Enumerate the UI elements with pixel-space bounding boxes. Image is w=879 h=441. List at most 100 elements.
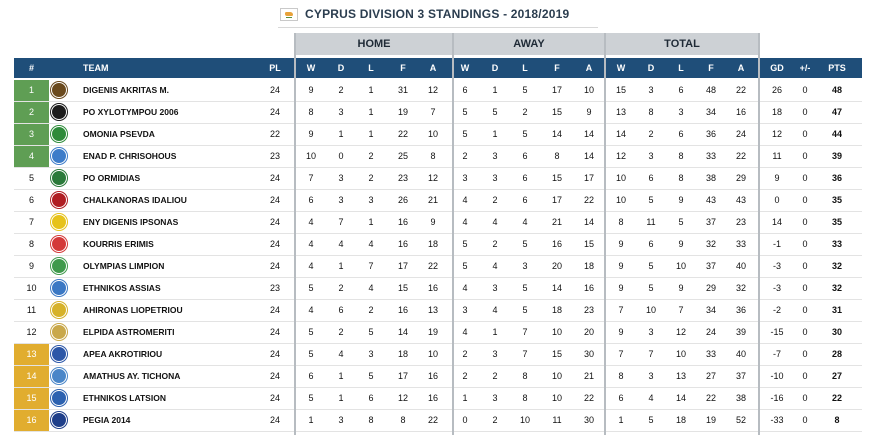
cell-away-losses: 3 <box>522 261 528 271</box>
cell-home-against: 10 <box>427 129 438 139</box>
table-row[interactable]: 4 ENAD P. CHRISOHOUS 23 10 0 2 25 8 2 3 6 8 14 12 3 8 33… <box>14 146 862 168</box>
header-home-draws: D <box>337 63 345 73</box>
cell-total-wins: 14 <box>615 129 626 139</box>
table-row[interactable]: 13 APEA AKROTIRIOU 24 5 4 3 18 10 2 3 7 15 30 7 7 10 33 4… <box>14 344 862 366</box>
table-row[interactable]: 8 KOURRIS ERIMIS 24 4 4 4 16 18 5 2 5 16 15 9 6 9 32 33 -1… <box>14 234 862 256</box>
cell-points: 33 <box>831 239 842 249</box>
cell-position: 2 <box>14 102 49 123</box>
cell-team[interactable]: AMATHUS AY. TICHONA <box>83 371 181 381</box>
cell-team[interactable]: PEGIA 2014 <box>83 415 131 425</box>
cell-home-losses: 5 <box>368 327 374 337</box>
table-row[interactable]: 9 OLYMPIAS LIMPION 24 4 1 7 17 22 5 4 3 20 18 9 5 10 37 4… <box>14 256 862 278</box>
table-row[interactable]: 6 CHALKANORAS IDALIOU 24 6 3 3 26 21 4 2 6 17 22 10 5 9… <box>14 190 862 212</box>
cell-away-for: 14 <box>551 129 562 139</box>
cell-away-for: 15 <box>551 107 562 117</box>
table-row[interactable]: 15 ETHNIKOS LATSION 24 5 1 6 12 16 1 3 8 10 22 6 4 14 22… <box>14 388 862 410</box>
cell-team[interactable]: KOURRIS ERIMIS <box>83 239 154 249</box>
cell-home-draws: 4 <box>338 349 344 359</box>
cell-total-wins: 9 <box>618 239 624 249</box>
cell-total-for: 43 <box>705 195 716 205</box>
cell-total-against: 40 <box>735 261 746 271</box>
table-row[interactable]: 11 AHIRONAS LIOPETRIOU 24 4 6 2 16 13 3 4 5 18 23 7 10… <box>14 300 862 322</box>
cell-position: 12 <box>26 327 37 337</box>
cell-team[interactable]: PO XYLOTYMPOU 2006 <box>83 107 179 117</box>
cell-team[interactable]: ETHNIKOS LATSION <box>83 393 166 403</box>
team-crest-icon <box>51 302 67 318</box>
cell-home-draws: 3 <box>338 107 344 117</box>
cell-team[interactable]: DIGENIS AKRITAS M. <box>83 85 169 95</box>
cell-position: 9 <box>28 261 34 271</box>
cell-total-losses: 9 <box>678 239 684 249</box>
table-row[interactable]: 16 PEGIA 2014 24 1 3 8 8 22 0 2 10 11 30 1 5 18 19 52 -33 0… <box>14 410 862 432</box>
cell-position: 5 <box>28 173 34 183</box>
cell-points: 35 <box>831 217 842 227</box>
cell-plus-minus: 0 <box>802 283 808 293</box>
cell-total-against: 36 <box>735 305 746 315</box>
cell-home-wins: 4 <box>308 239 314 249</box>
header-total-for: F <box>708 63 714 73</box>
header-total-against: A <box>737 63 745 73</box>
cell-total-losses: 3 <box>678 107 684 117</box>
cell-total-wins: 9 <box>618 283 624 293</box>
cell-away-against: 15 <box>583 239 594 249</box>
cell-home-losses: 1 <box>368 107 374 117</box>
cell-away-draws: 3 <box>492 151 498 161</box>
cell-home-draws: 3 <box>338 195 344 205</box>
cell-home-wins: 5 <box>308 393 314 403</box>
cell-team[interactable]: ETHNIKOS ASSIAS <box>83 283 161 293</box>
cell-played: 22 <box>269 129 280 139</box>
table-row[interactable]: 1 DIGENIS AKRITAS M. 24 9 2 1 31 12 6 1 5 17 10 15 3 6 4… <box>14 80 862 102</box>
cell-away-draws: 5 <box>492 107 498 117</box>
cell-team[interactable]: APEA AKROTIRIOU <box>83 349 163 359</box>
cell-goal-difference: 12 <box>771 129 782 139</box>
table-row[interactable]: 5 PO ORMIDIAS 24 7 3 2 23 12 3 3 6 15 17 10 6 8 38 29 9 0 36 <box>14 168 862 190</box>
cell-total-for: 24 <box>705 327 716 337</box>
cell-away-losses: 5 <box>522 283 528 293</box>
cell-home-draws: 2 <box>338 283 344 293</box>
cell-team[interactable]: ENY DIGENIS IPSONAS <box>83 217 179 227</box>
cell-total-for: 33 <box>705 151 716 161</box>
cell-total-losses: 18 <box>675 415 686 425</box>
cell-plus-minus: 0 <box>802 129 808 139</box>
header-total-wins: W <box>616 63 626 73</box>
cell-goal-difference: -7 <box>772 349 781 359</box>
header-total-draws: D <box>647 63 655 73</box>
team-crest-icon <box>51 346 67 362</box>
cell-team[interactable]: CHALKANORAS IDALIOU <box>83 195 187 205</box>
cell-team[interactable]: PO ORMIDIAS <box>83 173 141 183</box>
cell-total-wins: 8 <box>618 217 624 227</box>
header-played: PL <box>269 63 281 73</box>
cell-plus-minus: 0 <box>802 107 808 117</box>
cell-away-draws: 2 <box>492 371 498 381</box>
cell-home-draws: 3 <box>338 415 344 425</box>
divider-home-away <box>452 33 454 435</box>
cell-position: 13 <box>14 344 49 365</box>
cell-total-wins: 10 <box>615 173 626 183</box>
cell-home-wins: 7 <box>308 173 314 183</box>
table-row[interactable]: 10 ETHNIKOS ASSIAS 23 5 2 4 15 16 4 3 5 14 16 9 5 9 29 32… <box>14 278 862 300</box>
cell-away-against: 14 <box>583 151 594 161</box>
cell-away-losses: 5 <box>522 85 528 95</box>
cell-home-wins: 5 <box>308 327 314 337</box>
cell-team[interactable]: ELPIDA ASTROMERITI <box>83 327 175 337</box>
cell-home-against: 8 <box>430 151 436 161</box>
table-row[interactable]: 3 OMONIA PSEVDA 22 9 1 1 22 10 5 1 5 14 14 14 2 6 36 24 12… <box>14 124 862 146</box>
table-row[interactable]: 12 ELPIDA ASTROMERITI 24 5 2 5 14 19 4 1 7 10 20 9 3 12… <box>14 322 862 344</box>
cell-team[interactable]: ENAD P. CHRISOHOUS <box>83 151 177 161</box>
cell-team[interactable]: OMONIA PSEVDA <box>83 129 155 139</box>
cell-total-against: 32 <box>735 283 746 293</box>
cell-total-losses: 6 <box>678 129 684 139</box>
cell-position: 14 <box>14 366 49 387</box>
table-row[interactable]: 2 PO XYLOTYMPOU 2006 24 8 3 1 19 7 5 5 2 15 9 13 8 3 34 1… <box>14 102 862 124</box>
cell-total-draws: 3 <box>648 85 654 95</box>
cell-away-for: 14 <box>551 283 562 293</box>
table-row[interactable]: 7 ENY DIGENIS IPSONAS 24 4 7 1 16 9 4 4 4 21 14 8 11 5 3… <box>14 212 862 234</box>
cell-team[interactable]: AHIRONAS LIOPETRIOU <box>83 305 183 315</box>
table-row[interactable]: 14 AMATHUS AY. TICHONA 24 6 1 5 17 16 2 2 8 10 21 8 3 1… <box>14 366 862 388</box>
cell-position: 16 <box>14 410 49 431</box>
cell-home-losses: 5 <box>368 371 374 381</box>
cell-away-draws: 1 <box>492 129 498 139</box>
cell-team[interactable]: OLYMPIAS LIMPION <box>83 261 165 271</box>
cell-played: 24 <box>269 173 280 183</box>
cell-away-losses: 7 <box>522 349 528 359</box>
